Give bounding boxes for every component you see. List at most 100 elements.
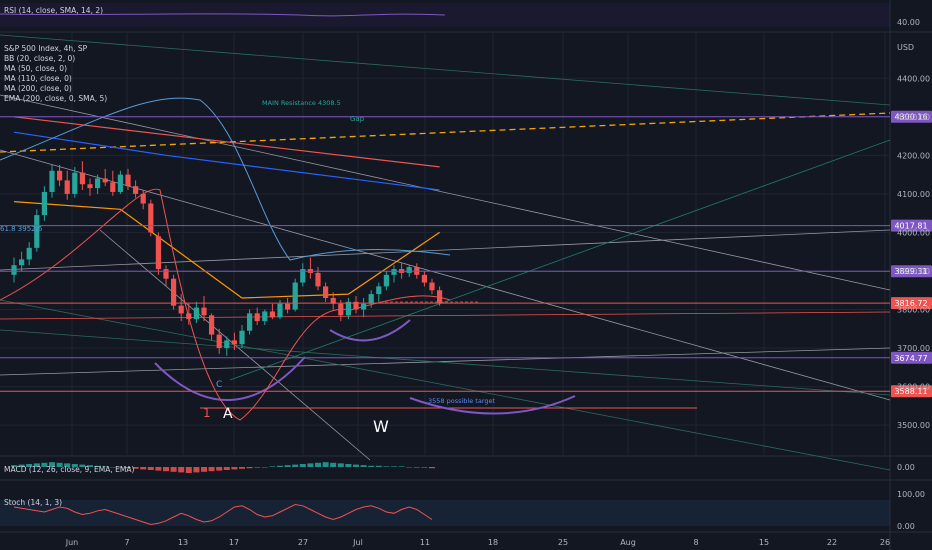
trendline-ascending-long[interactable] bbox=[0, 347, 891, 376]
candle-body[interactable] bbox=[193, 307, 199, 320]
macd-bar bbox=[18, 464, 25, 467]
candle-body[interactable] bbox=[262, 311, 268, 322]
candle-body[interactable] bbox=[247, 313, 253, 331]
candle-body[interactable] bbox=[49, 170, 55, 192]
arc-a-bottom[interactable] bbox=[154, 356, 306, 402]
trendline-teal-mid[interactable] bbox=[0, 329, 891, 396]
macd-bar bbox=[216, 467, 223, 471]
indicator-ma50[interactable]: MA (50, close, 0) bbox=[4, 64, 68, 73]
macd-bar bbox=[368, 465, 375, 467]
candle-body[interactable] bbox=[57, 170, 63, 181]
symbol-title[interactable]: S&P 500 Index, 4h, SP bbox=[4, 44, 88, 53]
time-axis[interactable]: Jun 7 13 17 27 Jul 11 18 25 Aug 8 15 22 26 bbox=[65, 538, 890, 547]
resistance-red-1[interactable] bbox=[0, 311, 891, 320]
candle-body[interactable] bbox=[368, 294, 374, 304]
candle-body[interactable] bbox=[361, 303, 367, 310]
trendline-ascending-upper[interactable] bbox=[0, 229, 891, 271]
candle-body[interactable] bbox=[216, 334, 222, 349]
indicator-ma110[interactable]: MA (110, close, 0) bbox=[4, 74, 72, 83]
overlay-blue-ma[interactable] bbox=[13, 131, 440, 191]
stoch-tick-0: 0.00 bbox=[897, 522, 915, 531]
y-tick-label: 4300.00 bbox=[897, 113, 930, 122]
candle-body[interactable] bbox=[277, 303, 283, 318]
indicator-ma200[interactable]: MA (200, close, 0) bbox=[4, 84, 72, 93]
candle-body[interactable] bbox=[95, 178, 101, 189]
candle-body[interactable] bbox=[117, 174, 123, 192]
candle-body[interactable] bbox=[421, 274, 427, 283]
main-resistance-label: MAIN Resistance 4308.5 bbox=[262, 99, 341, 107]
candle-body[interactable] bbox=[72, 172, 78, 194]
candle-body[interactable] bbox=[437, 290, 443, 303]
price-tag[interactable] bbox=[891, 351, 932, 364]
candle-body[interactable] bbox=[201, 307, 207, 316]
candle-body[interactable] bbox=[345, 301, 351, 316]
candle-body[interactable] bbox=[34, 215, 40, 248]
candle-body[interactable] bbox=[133, 186, 139, 194]
macd-bar bbox=[322, 462, 329, 467]
candle-body[interactable] bbox=[87, 184, 93, 189]
y-tick-label: 4000.00 bbox=[897, 228, 930, 237]
candle-body[interactable] bbox=[231, 340, 237, 345]
stoch-band bbox=[0, 500, 890, 526]
candle-body[interactable] bbox=[391, 269, 397, 275]
candle-body[interactable] bbox=[330, 297, 336, 304]
macd-bar bbox=[277, 465, 283, 467]
candle-body[interactable] bbox=[155, 236, 161, 270]
trendline-descending-1[interactable] bbox=[0, 94, 891, 291]
candle-body[interactable] bbox=[285, 303, 291, 310]
macd-legend[interactable]: MACD (12, 26, close, 9, EMA, EMA) bbox=[4, 465, 135, 474]
candle-body[interactable] bbox=[148, 203, 154, 233]
candle-body[interactable] bbox=[300, 269, 306, 283]
candle-body[interactable] bbox=[186, 313, 192, 320]
candle-body[interactable] bbox=[26, 247, 32, 260]
candle-body[interactable] bbox=[376, 286, 382, 295]
price-tag[interactable] bbox=[891, 297, 932, 310]
price-tag[interactable] bbox=[891, 110, 932, 123]
dashed-trend-line[interactable] bbox=[0, 112, 891, 153]
indicator-ema200[interactable]: EMA (200, close, 0, SMA, 5) bbox=[4, 94, 108, 103]
indicator-bb[interactable]: BB (20, close, 2, 0) bbox=[4, 54, 76, 63]
candle-body[interactable] bbox=[338, 303, 344, 316]
candle-body[interactable] bbox=[292, 282, 298, 310]
candle-body[interactable] bbox=[315, 272, 321, 287]
trendline-teal-top[interactable] bbox=[0, 34, 891, 106]
candle-body[interactable] bbox=[239, 330, 245, 345]
main-legend: S&P 500 Index, 4h, SP BB (20, close, 2, … bbox=[4, 44, 107, 104]
candle-body[interactable] bbox=[125, 174, 131, 187]
candle-body[interactable] bbox=[79, 172, 85, 185]
overlay-orange-ema[interactable] bbox=[13, 201, 440, 299]
candle-body[interactable] bbox=[140, 193, 146, 204]
candle-body[interactable] bbox=[254, 313, 260, 322]
arc-mid[interactable] bbox=[329, 319, 411, 342]
price-tag[interactable] bbox=[891, 385, 932, 398]
candle-body[interactable] bbox=[269, 311, 275, 318]
macd-bar bbox=[254, 467, 261, 468]
candle-body[interactable] bbox=[383, 274, 389, 287]
candle-body[interactable] bbox=[209, 315, 215, 335]
candle-body[interactable] bbox=[406, 267, 412, 273]
stoch-legend[interactable]: Stoch (14, 1, 3) bbox=[4, 498, 63, 507]
candle-body[interactable] bbox=[171, 278, 177, 306]
candle-body[interactable] bbox=[19, 259, 25, 266]
candle-body[interactable] bbox=[110, 182, 116, 192]
trendline-teal-low[interactable] bbox=[0, 299, 891, 471]
candle-body[interactable] bbox=[11, 265, 17, 275]
arc-target[interactable] bbox=[409, 395, 576, 415]
price-tag[interactable] bbox=[891, 265, 932, 278]
rsi-legend[interactable]: RSI (14, close, SMA, 14, 2) bbox=[4, 6, 104, 15]
candle-body[interactable] bbox=[41, 191, 47, 216]
candle-body[interactable] bbox=[429, 282, 435, 291]
candle-body[interactable] bbox=[102, 178, 108, 183]
candle-body[interactable] bbox=[178, 305, 184, 314]
candle-body[interactable] bbox=[323, 286, 329, 298]
candle-body[interactable] bbox=[353, 301, 359, 310]
candle-body[interactable] bbox=[163, 269, 169, 279]
candle-body[interactable] bbox=[224, 340, 230, 349]
bb-upper[interactable] bbox=[0, 97, 451, 261]
overlays-layer bbox=[0, 97, 451, 421]
trendline-teal-rise[interactable] bbox=[229, 139, 891, 381]
price-axis[interactable]: 3500.00 3600.00 3700.00 3800.00 3900.00 4000.… bbox=[897, 74, 930, 430]
price-tag[interactable] bbox=[891, 219, 932, 232]
candle-body[interactable] bbox=[64, 180, 70, 194]
